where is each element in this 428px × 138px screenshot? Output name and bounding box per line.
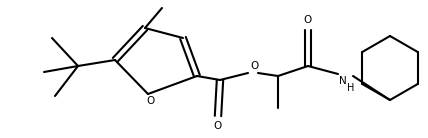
Text: H: H: [347, 83, 355, 93]
Text: N: N: [339, 76, 347, 86]
Text: O: O: [147, 96, 155, 106]
Text: O: O: [251, 61, 259, 71]
Text: O: O: [304, 15, 312, 25]
Text: O: O: [214, 121, 222, 131]
